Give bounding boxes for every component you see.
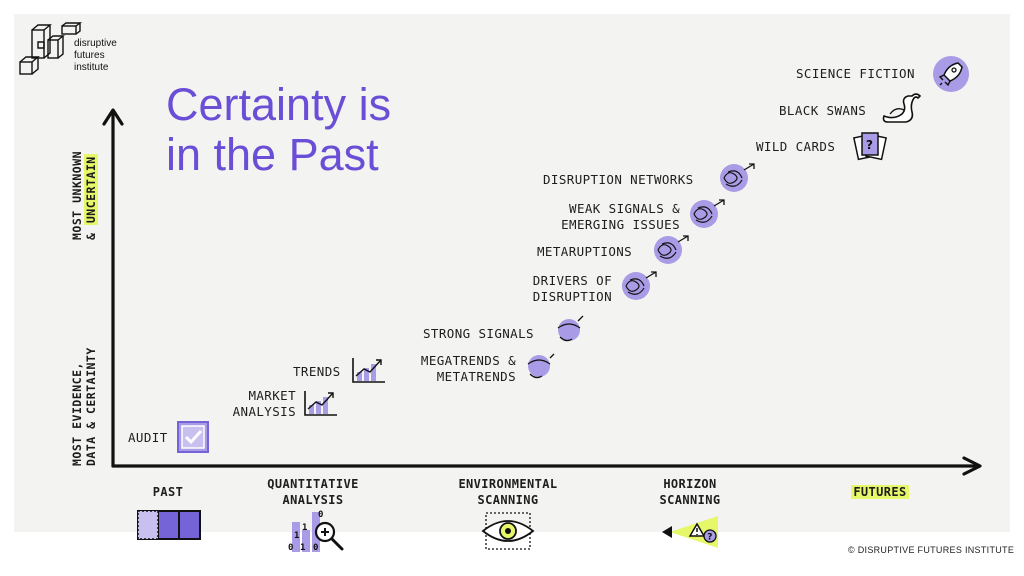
binary-digit: 1: [302, 523, 307, 533]
eye-scanning-icon: [481, 512, 535, 550]
label-market-analysis: MARKET ANALYSIS: [232, 388, 296, 419]
y-axis-arrow-icon: [102, 108, 124, 126]
page-title: Certainty is in the Past: [166, 79, 392, 180]
label-wild-cards: WILD CARDS: [756, 139, 836, 154]
copyright: © DISRUPTIVE FUTURES INSTITUTE: [848, 545, 1015, 555]
globe-signal-icon: [527, 353, 555, 379]
swirl-network-icon: [622, 271, 657, 300]
globe-signal-icon: [557, 315, 584, 342]
x-label-horizon-scanning: HORIZON SCANNING: [659, 477, 721, 507]
horizon-radar-icon: ?: [662, 516, 718, 548]
trend-chart-icon: [352, 358, 385, 383]
x-label-quantitative-analysis: QUANTITATIVE ANALYSIS: [267, 477, 359, 507]
magnifier-data-icon: 0 1 1 0 1 0: [288, 510, 344, 553]
label-trends: TRENDS: [293, 364, 341, 379]
logo-text: disruptive futures institute: [74, 38, 117, 73]
y-axis-bottom-label: MOST EVIDENCE, DATA & CERTAINTY: [70, 347, 98, 466]
dfi-logo-icon: [19, 22, 83, 75]
label-black-swans: BLACK SWANS: [779, 103, 867, 118]
label-disruption-networks: DISRUPTION NETWORKS: [543, 172, 694, 187]
label-metaruptions: METARUPTIONS: [537, 244, 633, 259]
label-audit: AUDIT: [128, 430, 168, 445]
label-strong-signals: STRONG SIGNALS: [423, 326, 534, 341]
binary-digit: 0: [313, 543, 318, 553]
binary-digit: 0: [318, 510, 323, 520]
rocket-icon: [933, 56, 969, 92]
binary-digit: 1: [300, 543, 305, 553]
swirl-network-icon: [690, 199, 725, 228]
cards-icon: ?: [852, 132, 888, 161]
question-mark: ?: [866, 138, 873, 152]
y-axis-top-label: MOST UNKNOWN & UNCERTAIN: [70, 150, 98, 240]
question-mark: ?: [707, 533, 712, 543]
x-label-environmental-scanning: ENVIRONMENTAL SCANNING: [458, 477, 558, 507]
x-axis-arrow-icon: [962, 456, 982, 476]
binary-digit: 0: [288, 543, 293, 553]
swirl-network-icon: [720, 163, 755, 192]
calendar-past-icon: [137, 510, 201, 540]
swan-icon: [882, 93, 922, 123]
swirl-network-icon: [654, 235, 689, 264]
x-label-past: PAST: [152, 485, 184, 499]
label-science-fiction: SCIENCE FICTION: [796, 66, 915, 81]
binary-digit: 1: [294, 531, 299, 541]
label-megatrends: MEGATRENDS & METATRENDS: [420, 353, 516, 384]
label-weak-signals: WEAK SIGNALS & EMERGING ISSUES: [561, 201, 680, 232]
checkbox-icon: [177, 421, 209, 453]
x-label-futures: FUTURES: [851, 485, 909, 499]
label-drivers-of-disruption: DRIVERS OF DISRUPTION: [532, 273, 612, 304]
bar-chart-icon: [304, 391, 337, 416]
